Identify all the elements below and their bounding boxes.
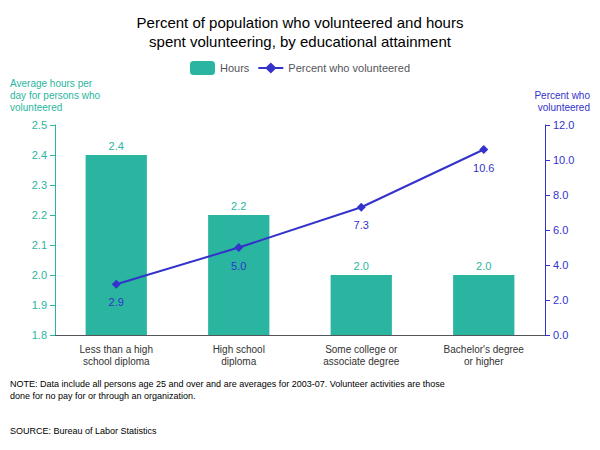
svg-text:2.0: 2.0 <box>553 294 568 306</box>
svg-text:8.0: 8.0 <box>553 189 568 201</box>
svg-text:Hours: Hours <box>220 62 250 74</box>
svg-text:diploma: diploma <box>221 356 256 367</box>
svg-text:1.8: 1.8 <box>32 329 47 341</box>
svg-text:Percent who: Percent who <box>534 90 590 101</box>
svg-text:10.0: 10.0 <box>553 154 574 166</box>
svg-text:or higher: or higher <box>464 356 504 367</box>
svg-text:2.2: 2.2 <box>231 200 246 212</box>
svg-text:2.4: 2.4 <box>32 149 47 161</box>
svg-text:Bachelor's degree: Bachelor's degree <box>444 344 525 355</box>
svg-text:Percent of population who volu: Percent of population who volunteered an… <box>137 14 464 31</box>
svg-text:2.5: 2.5 <box>32 119 47 131</box>
svg-text:spent volunteering, by educati: spent volunteering, by educational attai… <box>149 33 452 50</box>
svg-text:school diploma: school diploma <box>83 356 150 367</box>
svg-text:SOURCE: Bureau of Labor Statis: SOURCE: Bureau of Labor Statistics <box>10 426 157 436</box>
svg-text:NOTE: Data include all persons: NOTE: Data include all persons age 25 an… <box>10 379 445 389</box>
svg-text:volunteered: volunteered <box>10 102 62 113</box>
svg-text:2.0: 2.0 <box>354 260 369 272</box>
svg-text:Percent who volunteered: Percent who volunteered <box>288 62 410 74</box>
svg-text:2.3: 2.3 <box>32 179 47 191</box>
svg-text:1.9: 1.9 <box>32 299 47 311</box>
svg-text:2.0: 2.0 <box>476 260 491 272</box>
svg-text:7.3: 7.3 <box>354 219 369 231</box>
svg-text:2.1: 2.1 <box>32 239 47 251</box>
svg-text:Some college or: Some college or <box>325 344 398 355</box>
svg-text:done for no pay for or through: done for no pay for or through an organi… <box>10 391 196 401</box>
svg-text:4.0: 4.0 <box>553 259 568 271</box>
svg-text:2.2: 2.2 <box>32 209 47 221</box>
svg-text:2.0: 2.0 <box>32 269 47 281</box>
svg-text:2.9: 2.9 <box>109 296 124 308</box>
svg-text:associate degree: associate degree <box>323 356 400 367</box>
svg-text:0.0: 0.0 <box>553 329 568 341</box>
svg-text:6.0: 6.0 <box>553 224 568 236</box>
svg-text:Average hours per: Average hours per <box>10 78 93 89</box>
svg-text:day for persons who: day for persons who <box>10 90 100 101</box>
svg-text:Less than a high: Less than a high <box>80 344 153 355</box>
svg-text:2.4: 2.4 <box>109 140 124 152</box>
svg-text:12.0: 12.0 <box>553 119 574 131</box>
svg-text:volunteered: volunteered <box>538 102 590 113</box>
svg-text:5.0: 5.0 <box>231 260 246 272</box>
svg-text:High school: High school <box>213 344 265 355</box>
svg-text:10.6: 10.6 <box>473 162 494 174</box>
